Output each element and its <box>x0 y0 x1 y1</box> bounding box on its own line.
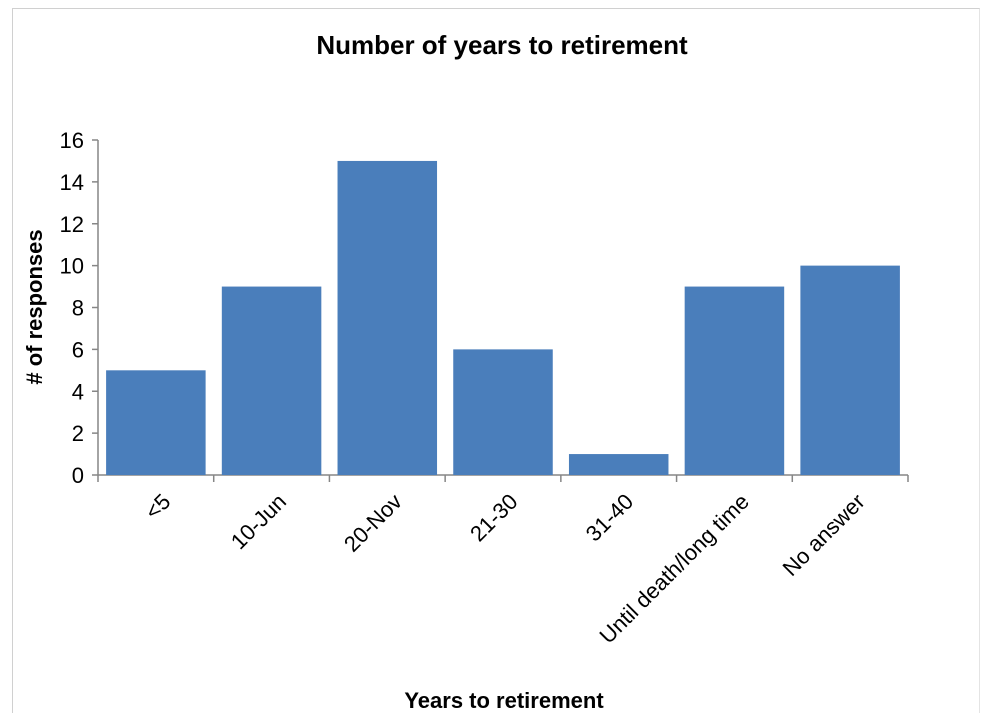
chart-title: Number of years to retirement <box>316 30 688 60</box>
bar <box>568 454 669 475</box>
category-label: <5 <box>140 489 175 524</box>
bar <box>684 286 785 475</box>
category-label: 31-40 <box>581 489 638 546</box>
y-tick-label: 10 <box>60 254 84 279</box>
y-tick-label: 0 <box>72 463 84 488</box>
bar <box>453 349 553 475</box>
bar <box>106 370 206 475</box>
y-tick-label: 8 <box>72 296 84 321</box>
y-tick-label: 16 <box>60 128 84 153</box>
y-tick-label: 12 <box>60 212 84 237</box>
bar <box>800 265 900 475</box>
y-tick-label: 6 <box>72 337 84 362</box>
category-label: 21-30 <box>465 489 522 546</box>
bars <box>106 160 900 475</box>
category-label: 10-Jun <box>226 489 291 554</box>
category-label: No answer <box>778 489 870 581</box>
y-tick-label: 14 <box>60 170 84 195</box>
x-axis-title: Years to retirement <box>404 688 604 713</box>
y-tick-label: 2 <box>72 421 84 446</box>
category-label: 20-Nov <box>339 489 407 557</box>
bar <box>221 286 322 475</box>
y-tick-label: 4 <box>72 379 84 404</box>
y-axis-title: # of responses <box>22 229 47 384</box>
bar <box>337 160 438 475</box>
